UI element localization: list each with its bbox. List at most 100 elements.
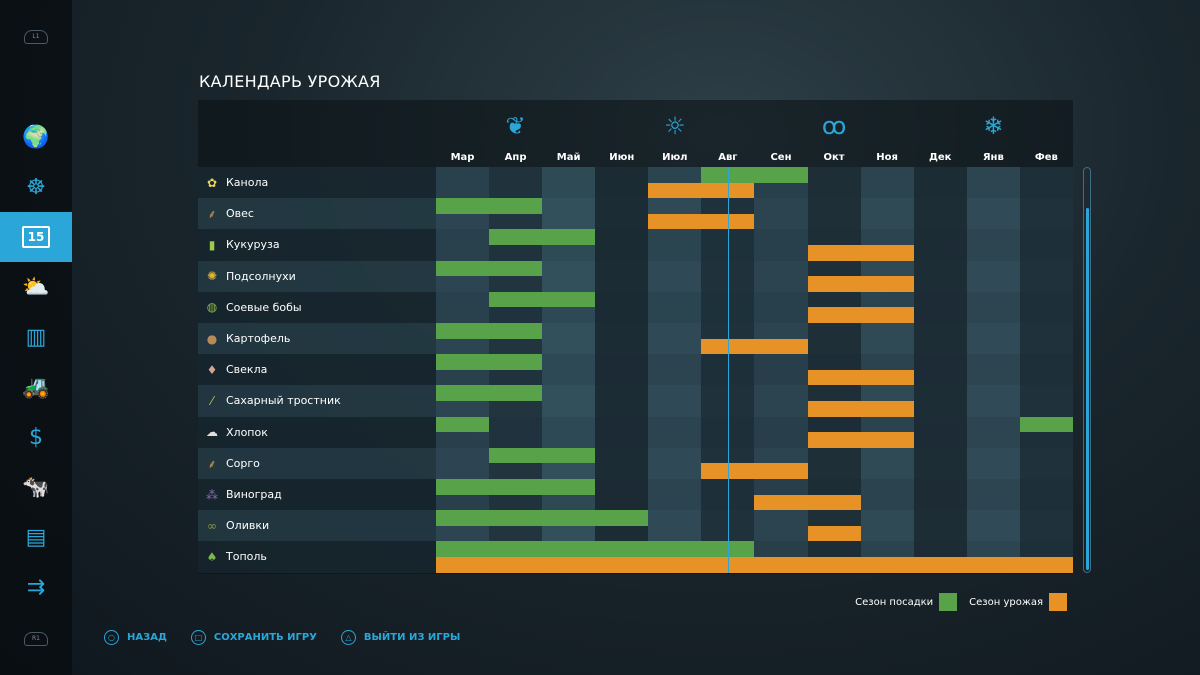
month-cell bbox=[542, 354, 596, 386]
crop-name: ● Картофель bbox=[198, 323, 436, 354]
crop-row[interactable]: ● Картофель bbox=[198, 323, 1073, 355]
month-cell bbox=[1019, 260, 1073, 292]
month-cell bbox=[966, 323, 1020, 355]
scrollbar[interactable] bbox=[1083, 167, 1091, 573]
month-cell bbox=[648, 323, 702, 355]
month-cell bbox=[1019, 167, 1073, 199]
planting-bar bbox=[436, 260, 543, 277]
crop-name: ⸙ Овес bbox=[198, 198, 436, 229]
month-cell bbox=[648, 479, 702, 511]
month-cell bbox=[1019, 354, 1073, 386]
month-cell bbox=[648, 260, 702, 292]
month-cell bbox=[436, 447, 490, 479]
harvest-bar bbox=[807, 276, 914, 292]
sidebar-item-calendar[interactable]: 15 bbox=[0, 212, 72, 262]
month-header: Авг bbox=[718, 152, 738, 163]
planting-bar bbox=[436, 541, 755, 557]
month-cell bbox=[701, 416, 755, 448]
month-cell bbox=[595, 354, 649, 386]
month-cell bbox=[701, 510, 755, 542]
month-cell bbox=[701, 260, 755, 292]
poplar-icon: ♠ bbox=[206, 549, 218, 564]
month-cell bbox=[807, 323, 861, 355]
crop-row[interactable]: ⸙ Сорго bbox=[198, 447, 1073, 479]
month-cell bbox=[860, 323, 914, 355]
month-cell bbox=[913, 167, 967, 199]
month-cell bbox=[754, 260, 808, 292]
month-cell bbox=[595, 416, 649, 448]
month-cell bbox=[913, 229, 967, 261]
month-cell bbox=[913, 198, 967, 230]
planting-bar bbox=[436, 510, 649, 526]
summer-sun-icon: ☼ bbox=[664, 112, 686, 140]
month-cell bbox=[860, 479, 914, 511]
crop-row[interactable]: ∞ Оливки bbox=[198, 510, 1073, 542]
sidebar-item-tractor[interactable]: 🚜 bbox=[0, 362, 72, 412]
steering-wheel-icon: ☸ bbox=[26, 174, 46, 200]
crop-row[interactable]: ✺ Подсолнухи bbox=[198, 260, 1073, 292]
crop-label: Картофель bbox=[226, 332, 291, 346]
scrollbar-thumb[interactable] bbox=[1086, 208, 1089, 570]
month-cell bbox=[542, 260, 596, 292]
month-cell bbox=[595, 198, 649, 230]
crop-row[interactable]: ✿ Канола bbox=[198, 167, 1073, 199]
sidebar-item-contracts[interactable]: ▤ bbox=[0, 512, 72, 562]
month-cell bbox=[436, 167, 490, 199]
month-cell bbox=[1019, 510, 1073, 542]
month-cell bbox=[595, 447, 649, 479]
month-cell bbox=[701, 291, 755, 323]
month-cell bbox=[860, 198, 914, 230]
sidebar-item-statistics[interactable]: ▥ bbox=[0, 312, 72, 362]
planting-bar bbox=[701, 167, 808, 183]
crop-row[interactable]: ♦ Свекла bbox=[198, 354, 1073, 386]
beet-icon: ♦ bbox=[206, 362, 218, 377]
month-cell bbox=[754, 198, 808, 230]
sidebar-item-production[interactable]: ⇉ bbox=[0, 562, 72, 612]
footer-button-2[interactable]: △ ВЫЙТИ ИЗ ИГРЫ bbox=[340, 630, 460, 645]
month-cell bbox=[860, 510, 914, 542]
planting-bar bbox=[489, 229, 596, 245]
crop-row[interactable]: ⁂ Виноград bbox=[198, 479, 1073, 511]
footer-button-1[interactable]: □ СОХРАНИТЬ ИГРУ bbox=[190, 630, 317, 645]
month-cell bbox=[913, 447, 967, 479]
month-cell bbox=[966, 354, 1020, 386]
sidebar-item-weather[interactable]: ⛅ bbox=[0, 262, 72, 312]
crop-label: Оливки bbox=[226, 519, 270, 533]
month-cell bbox=[1019, 479, 1073, 511]
crop-name: ⁂ Виноград bbox=[198, 479, 436, 510]
sorghum-icon: ⸙ bbox=[207, 456, 217, 471]
planting-bar bbox=[489, 447, 596, 464]
crop-row[interactable]: ⸙ Овес bbox=[198, 198, 1073, 230]
page-title: КАЛЕНДАРЬ УРОЖАЯ bbox=[199, 72, 381, 91]
month-cell bbox=[966, 198, 1020, 230]
month-cell bbox=[966, 447, 1020, 479]
month-header: Май bbox=[556, 152, 581, 163]
crop-row[interactable]: ☁ Хлопок bbox=[198, 416, 1073, 448]
sidebar-item-finances[interactable]: $ bbox=[0, 412, 72, 462]
month-cell bbox=[754, 354, 808, 386]
crop-name: ⸙ Сорго bbox=[198, 448, 436, 479]
legend-planting-swatch bbox=[939, 593, 958, 611]
crop-row[interactable]: ♠ Тополь bbox=[198, 541, 1073, 573]
month-header: Июн bbox=[609, 152, 635, 163]
sugarcane-icon: ⁄ bbox=[210, 393, 213, 408]
legend-harvest-swatch bbox=[1049, 593, 1067, 611]
crop-row[interactable]: ◍ Соевые бобы bbox=[198, 291, 1073, 323]
month-cell bbox=[595, 167, 649, 199]
month-cell bbox=[1019, 323, 1073, 355]
sidebar-item-steering-wheel[interactable]: ☸ bbox=[0, 162, 72, 212]
crop-label: Соевые бобы bbox=[226, 300, 302, 314]
r1-hint: R1 bbox=[24, 632, 48, 646]
crop-row[interactable]: ▮ Кукуруза bbox=[198, 229, 1073, 261]
weather-icon: ⛅ bbox=[22, 274, 50, 300]
month-cell bbox=[1019, 291, 1073, 323]
square-button-icon: □ bbox=[190, 630, 206, 645]
month-cell bbox=[913, 260, 967, 292]
sidebar-item-animals[interactable]: 🐄 bbox=[0, 462, 72, 512]
crop-row[interactable]: ⁄ Сахарный тростник bbox=[198, 385, 1073, 417]
month-cell bbox=[648, 291, 702, 323]
footer-button-0[interactable]: ○ НАЗАД bbox=[104, 630, 167, 645]
sidebar-item-map[interactable]: 🌍 bbox=[0, 112, 72, 162]
month-cell bbox=[542, 198, 596, 230]
month-cell bbox=[489, 167, 543, 199]
